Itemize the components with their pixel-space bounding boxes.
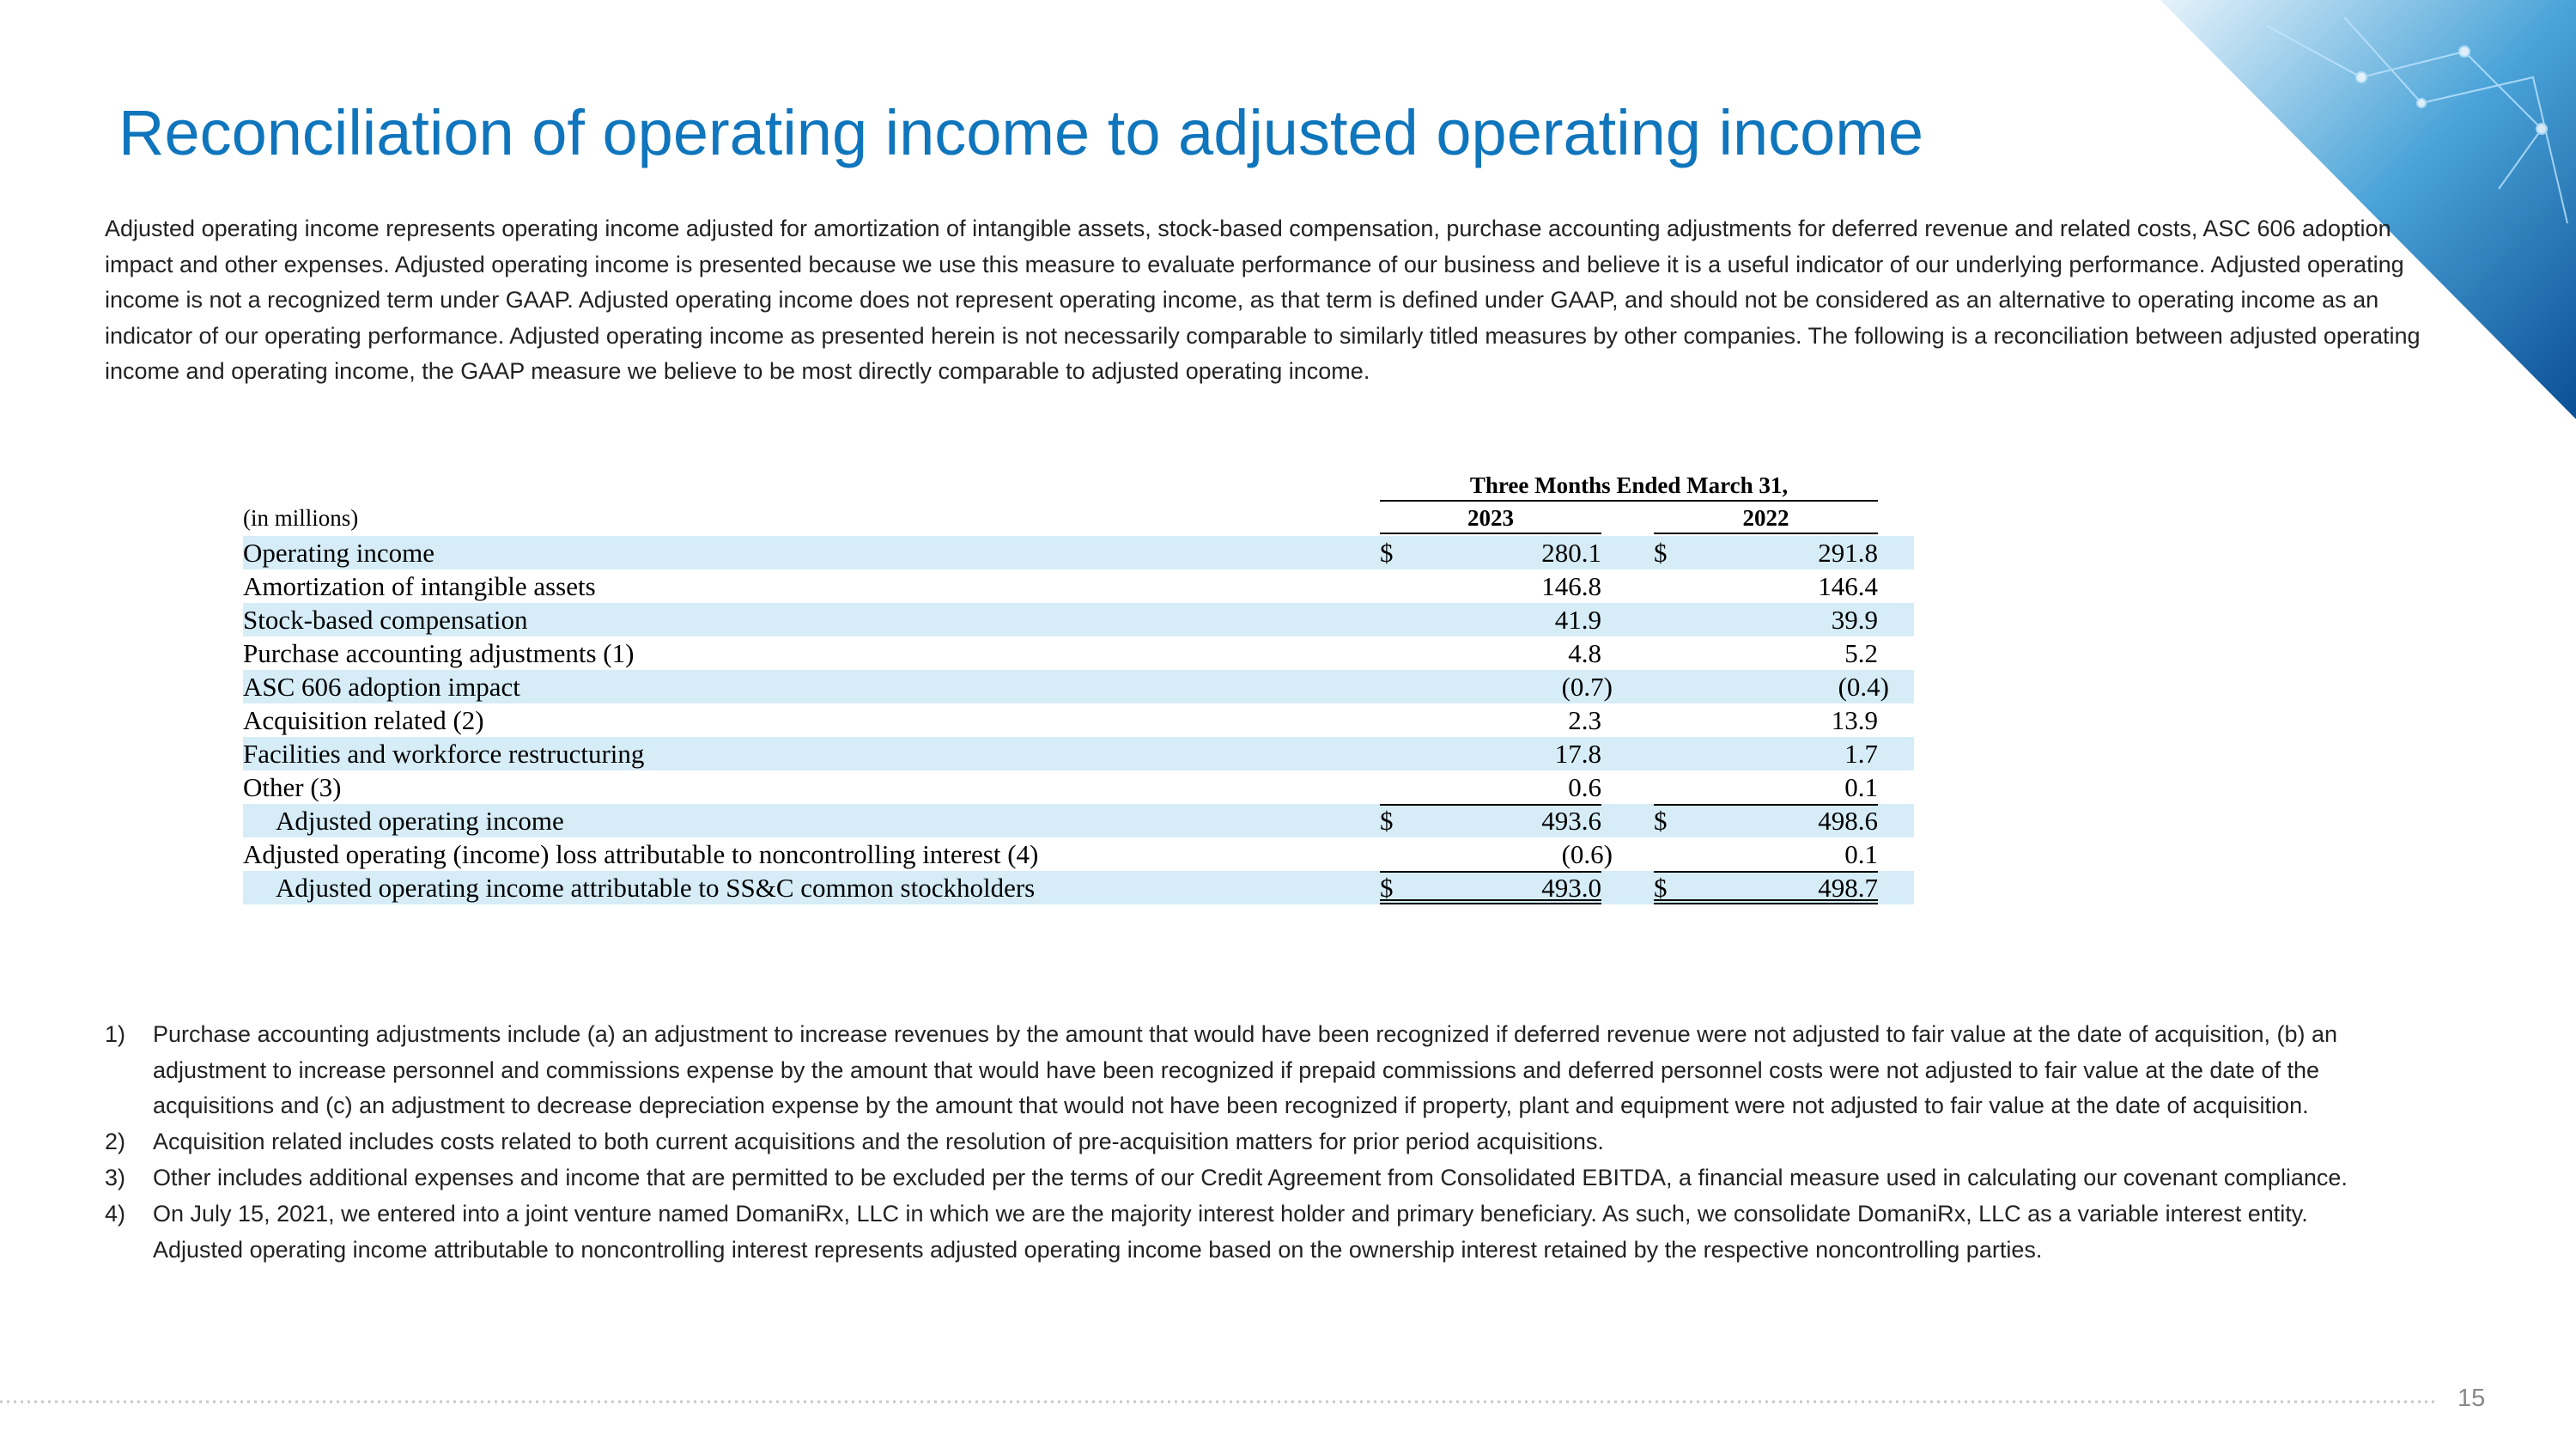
unit-label: (in millions) <box>243 505 359 531</box>
footnote-text: On July 15, 2021, we entered into a join… <box>153 1201 2308 1263</box>
cell-value: 146.8 <box>1541 571 1601 601</box>
footnote-text: Purchase accounting adjustments include … <box>153 1021 2338 1118</box>
table-row: Purchase accounting adjustments (1) 4.8 5.… <box>243 636 1914 670</box>
cell-value: 280.1 <box>1541 538 1601 568</box>
cell-value: 0.1 <box>1844 839 1878 869</box>
currency-symbol: $ <box>1380 538 1394 568</box>
currency-symbol: $ <box>1654 806 1668 836</box>
currency-symbol: $ <box>1654 873 1668 903</box>
table-row: Amortization of intangible assets 146.8 14… <box>243 569 1914 603</box>
table-row: ASC 606 adoption impact (0.7) (0.4) <box>243 670 1914 703</box>
footnote: 3) Other includes additional expenses and… <box>105 1160 2389 1196</box>
table-row: Facilities and workforce restructuring 17… <box>243 737 1914 770</box>
currency-symbol: $ <box>1654 538 1668 568</box>
footnote: 2) Acquisition related includes costs rel… <box>105 1124 2389 1160</box>
cell-value: (0.4) <box>1838 672 1889 702</box>
table-row: Operating income $280.1 $291.8 <box>243 536 1914 569</box>
value-underline <box>1654 871 1878 904</box>
period-header: Three Months Ended March 31, <box>1380 471 1878 502</box>
row-label: Adjusted operating income <box>276 806 564 836</box>
table-row: Stock-based compensation 41.9 39.9 <box>243 603 1914 636</box>
cell-value: 498.6 <box>1818 806 1878 836</box>
table-row: Adjusted operating (income) loss attribu… <box>243 837 1914 871</box>
page-number: 15 <box>2458 1385 2486 1412</box>
cell-value: 41.9 <box>1554 605 1601 635</box>
footnote: 1) Purchase accounting adjustments includ… <box>105 1017 2389 1124</box>
footnote-marker: 3) <box>105 1165 126 1190</box>
footnote-marker: 4) <box>105 1201 126 1227</box>
cell-value: 0.6 <box>1568 772 1601 802</box>
cell-value: 0.1 <box>1844 772 1878 802</box>
cell-value: (0.6) <box>1561 839 1613 869</box>
cell-value: 13.9 <box>1831 705 1878 735</box>
value-underline <box>1380 804 1601 837</box>
row-label: Stock-based compensation <box>243 605 528 635</box>
row-label: Amortization of intangible assets <box>243 571 596 601</box>
row-label: Purchase accounting adjustments (1) <box>243 638 635 668</box>
column-header: 2023 <box>1380 503 1601 534</box>
cell-value: 146.4 <box>1818 571 1878 601</box>
footer-rule <box>0 1400 2435 1403</box>
row-label: Other (3) <box>243 772 342 802</box>
row-label: Facilities and workforce restructuring <box>243 739 645 769</box>
cell-value: 493.6 <box>1541 806 1601 836</box>
row-label: Adjusted operating income attributable t… <box>276 873 1036 903</box>
column-header: 2022 <box>1654 503 1878 534</box>
footnote-marker: 1) <box>105 1021 126 1047</box>
footnote-text: Acquisition related includes costs relat… <box>153 1129 1604 1154</box>
value-underline <box>1380 871 1601 904</box>
cell-value: 4.8 <box>1568 638 1601 668</box>
currency-symbol: $ <box>1380 873 1394 903</box>
intro-paragraph: Adjusted operating income represents ope… <box>105 216 2421 384</box>
value-underline <box>1654 804 1878 837</box>
cell-value: 39.9 <box>1831 605 1878 635</box>
cell-value: (0.7) <box>1561 672 1613 702</box>
footnote: 4) On July 15, 2021, we entered into a jo… <box>105 1196 2389 1268</box>
cell-value: 2.3 <box>1568 705 1601 735</box>
table-row: Acquisition related (2) 2.3 13.9 <box>243 703 1914 737</box>
cell-value: 17.8 <box>1554 739 1601 769</box>
table-row: Adjusted operating income attributable t… <box>243 871 1914 904</box>
cell-value: 291.8 <box>1818 538 1878 568</box>
cell-value: 5.2 <box>1844 638 1878 668</box>
cell-value: 493.0 <box>1541 873 1601 903</box>
slide-title: Reconciliation of operating income to ad… <box>118 97 1924 168</box>
row-label: Acquisition related (2) <box>243 705 484 735</box>
footnote-text: Other includes additional expenses and i… <box>153 1165 2348 1190</box>
corner-graphic <box>2160 0 2576 419</box>
row-label: Operating income <box>243 538 434 568</box>
currency-symbol: $ <box>1380 806 1394 836</box>
table-row: Adjusted operating income $493.6 $498.6 <box>243 804 1914 837</box>
row-label: Adjusted operating (income) loss attribu… <box>243 839 1039 869</box>
cell-value: 498.7 <box>1818 873 1878 903</box>
table-row: Other (3) 0.6 0.1 <box>243 770 1914 804</box>
row-label: ASC 606 adoption impact <box>243 672 520 702</box>
footnote-marker: 2) <box>105 1129 126 1154</box>
cell-value: 1.7 <box>1844 739 1878 769</box>
